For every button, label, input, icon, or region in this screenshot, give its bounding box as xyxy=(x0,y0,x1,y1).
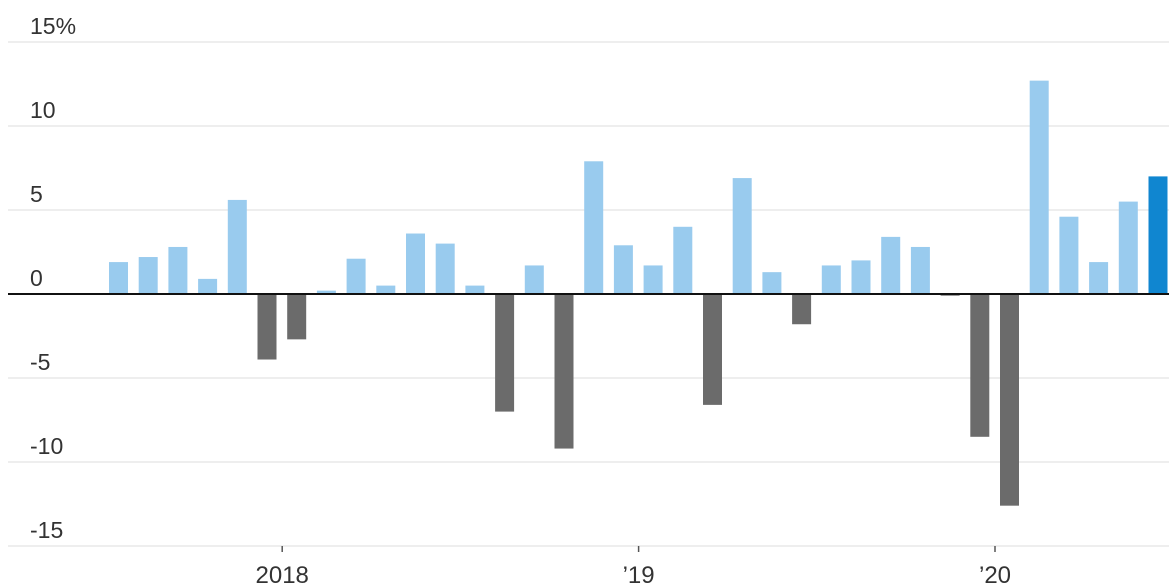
bar xyxy=(703,294,722,405)
y-tick-label: 5 xyxy=(30,181,43,207)
bar xyxy=(168,246,188,294)
bar xyxy=(227,199,247,294)
y-tick-label: 15% xyxy=(30,13,76,39)
bar xyxy=(554,294,574,449)
bar xyxy=(970,294,990,437)
bar xyxy=(613,245,633,294)
bar xyxy=(109,262,128,294)
bar xyxy=(316,290,336,294)
y-tick-label: -5 xyxy=(30,349,50,375)
bars xyxy=(109,80,1168,506)
bar xyxy=(1029,80,1049,294)
bar xyxy=(198,278,218,294)
bar xyxy=(1059,216,1079,294)
bar xyxy=(881,236,901,294)
bar xyxy=(1118,201,1138,294)
bar xyxy=(673,226,693,294)
bar xyxy=(584,161,604,294)
y-tick-label: 10 xyxy=(30,97,56,123)
bar xyxy=(732,178,752,294)
bar xyxy=(524,265,544,294)
bar xyxy=(435,243,455,294)
y-tick-label: 0 xyxy=(30,265,43,291)
bar xyxy=(1089,262,1109,294)
bar xyxy=(346,258,366,294)
bar xyxy=(257,294,277,360)
bar xyxy=(1000,294,1019,506)
bar xyxy=(851,260,871,294)
bar xyxy=(762,272,782,294)
bar xyxy=(138,257,158,294)
bar xyxy=(406,233,425,294)
x-axis-ticks: 2018 ’19 ’20 xyxy=(256,546,1011,584)
y-tick-label: -15 xyxy=(30,517,63,543)
y-axis-ticks: 15% 10 5 0 -5 -10 -15 xyxy=(30,13,76,543)
bar xyxy=(376,285,396,294)
y-tick-label: -10 xyxy=(30,433,63,459)
bar xyxy=(792,294,812,325)
bar xyxy=(1148,176,1168,294)
bar xyxy=(287,294,307,340)
bar xyxy=(821,265,841,294)
x-tick-label: ’19 xyxy=(623,562,655,584)
bar xyxy=(643,265,663,294)
bar xyxy=(910,246,930,294)
x-tick-label: 2018 xyxy=(256,562,309,584)
x-tick-label: ’20 xyxy=(979,562,1011,584)
bar xyxy=(495,294,515,412)
bar xyxy=(465,285,485,294)
